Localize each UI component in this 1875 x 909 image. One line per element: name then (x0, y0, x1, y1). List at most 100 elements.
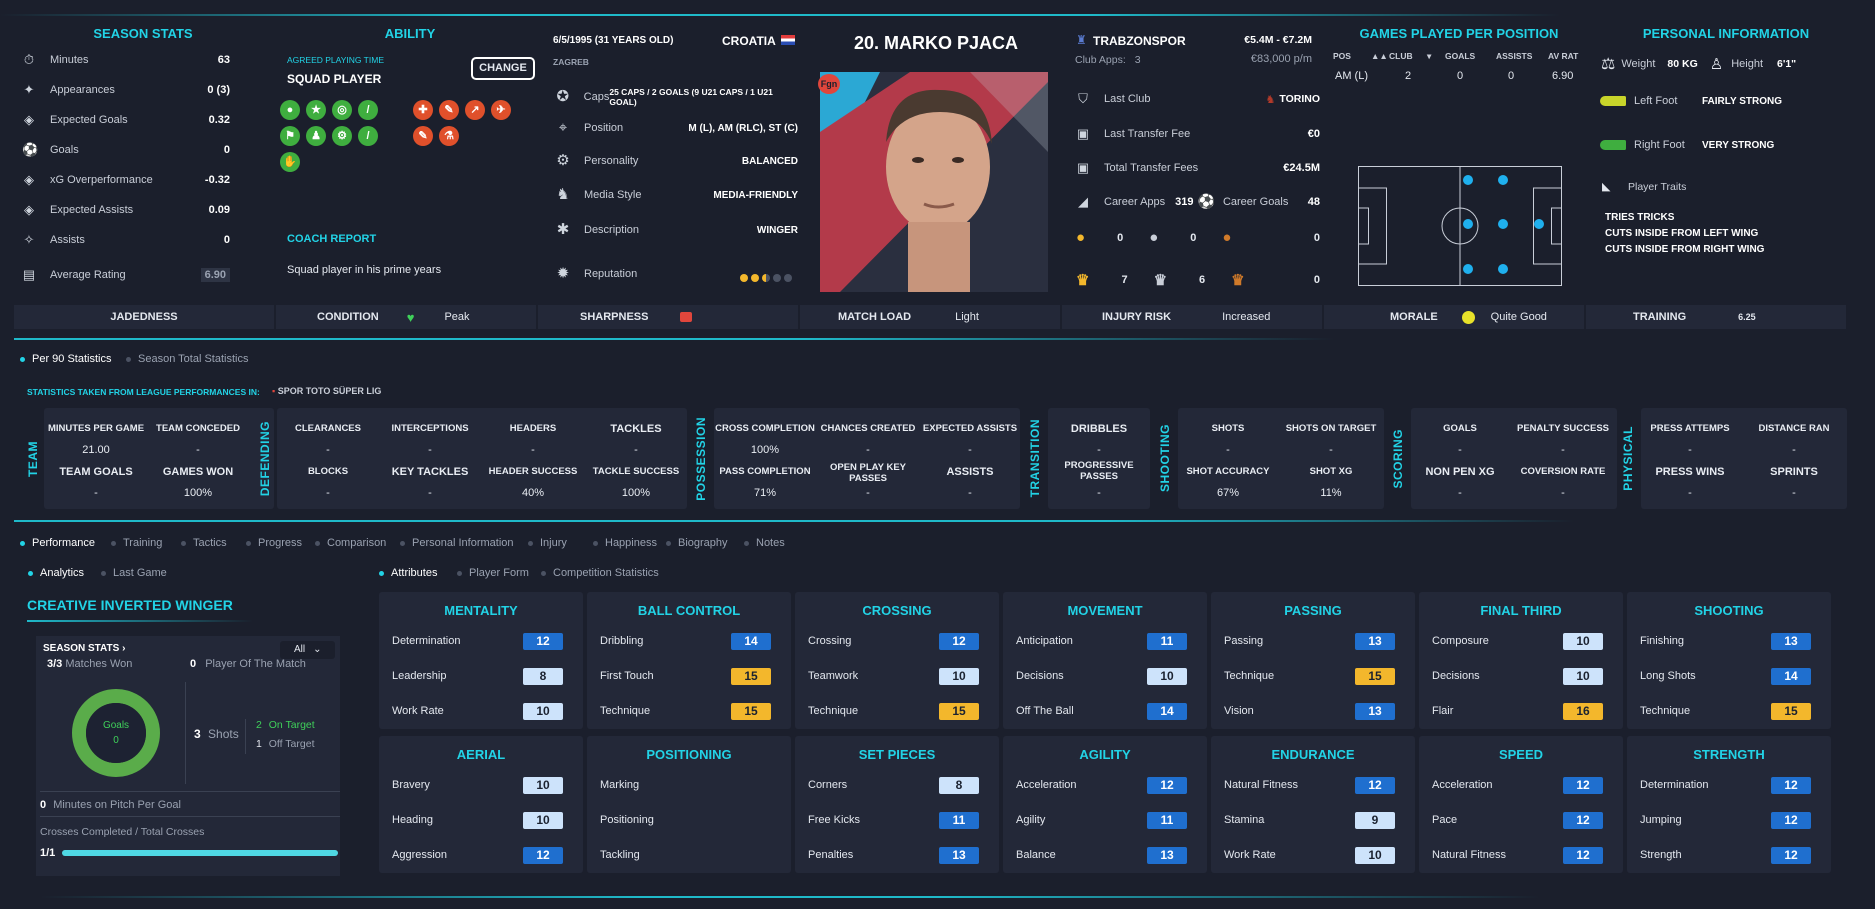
attr-value[interactable]: 13 (1147, 847, 1187, 864)
subtab-last-game[interactable]: Last Game (101, 567, 167, 579)
attr-value[interactable]: 10 (939, 668, 979, 685)
sort-icon[interactable]: ▲▲ (1371, 51, 1388, 61)
tab-tactics[interactable]: Tactics (181, 537, 227, 549)
attr-value[interactable]: 10 (1563, 633, 1603, 650)
trait-icon[interactable]: ● (280, 100, 300, 120)
tab-training[interactable]: Training (111, 537, 162, 549)
trait-icon[interactable]: / (358, 100, 378, 120)
trait-icon[interactable]: ⚙ (332, 126, 352, 146)
attr-value[interactable]: 10 (1563, 668, 1603, 685)
attr-value[interactable]: 12 (1355, 777, 1395, 794)
attr-value[interactable]: 14 (1771, 668, 1811, 685)
header-goals[interactable]: GOALS (1445, 51, 1476, 61)
date-of-birth: 6/5/1995 (31 YEARS OLD) (553, 35, 674, 46)
injury-risk-cell[interactable]: INJURY RISK Increased (1062, 305, 1322, 329)
change-button[interactable]: CHANGE (471, 57, 535, 80)
morale-cell[interactable]: MORALE Quite Good (1324, 305, 1584, 329)
tab-comparison[interactable]: Comparison (315, 537, 386, 549)
attr-value[interactable]: 12 (1563, 777, 1603, 794)
attr-value[interactable]: 10 (523, 703, 563, 720)
attr-value[interactable]: 10 (1355, 847, 1395, 864)
attr-value[interactable]: 15 (731, 703, 771, 720)
banknote-icon: ▣ (1076, 126, 1090, 141)
attr-value[interactable]: 12 (1563, 812, 1603, 829)
ball-icon: ⚽ (1197, 193, 1215, 209)
tab-season-total[interactable]: Season Total Statistics (126, 353, 248, 365)
attr-value[interactable]: 13 (1355, 633, 1395, 650)
trait-icon[interactable]: ✎ (413, 126, 433, 146)
attr-value[interactable]: 15 (1771, 703, 1811, 720)
match-load-cell[interactable]: MATCH LOAD Light (800, 305, 1060, 329)
physical-panel (1641, 408, 1847, 509)
tab-notes[interactable]: Notes (744, 537, 785, 549)
stat-label-sxg: SHOT XG (1309, 466, 1353, 477)
attr-value[interactable]: 12 (1771, 847, 1811, 864)
attr-value[interactable]: 16 (1563, 703, 1603, 720)
dropdown-icon[interactable]: ▾ (1427, 51, 1432, 61)
trait-icon[interactable]: ↗ (465, 100, 485, 120)
last-club[interactable]: TORINO (1279, 93, 1320, 105)
attr-value[interactable]: 13 (939, 847, 979, 864)
tab-biography[interactable]: Biography (666, 537, 728, 549)
attr-value[interactable]: 8 (523, 668, 563, 685)
season-stats-link[interactable]: SEASON STATS › (43, 643, 126, 654)
season-filter-select[interactable]: All ⌄ (280, 641, 335, 659)
attr-value[interactable]: 14 (731, 633, 771, 650)
subtab-player-form[interactable]: Player Form (457, 567, 529, 579)
attr-value[interactable]: 13 (1355, 703, 1395, 720)
jadedness-cell[interactable]: JADEDNESS (14, 305, 274, 329)
attr-name: Penalties (808, 849, 854, 861)
tab-performance[interactable]: Performance (20, 537, 95, 549)
attr-name: Positioning (600, 814, 654, 826)
league-name[interactable]: SPOR TOTO SÜPER LIG (277, 386, 382, 396)
attr-value[interactable]: 12 (1147, 777, 1187, 794)
tab-personal-information[interactable]: Personal Information (400, 537, 514, 549)
attr-value[interactable]: 11 (939, 812, 979, 829)
attr-value[interactable]: 12 (939, 633, 979, 650)
subtab-competition[interactable]: Competition Statistics (541, 567, 659, 579)
attr-value[interactable]: 13 (1771, 633, 1811, 650)
attr-value[interactable]: 8 (939, 777, 979, 794)
attr-value[interactable]: 14 (1147, 703, 1187, 720)
header-assists[interactable]: ASSISTS (1496, 51, 1533, 61)
tab-injury[interactable]: Injury (528, 537, 567, 549)
attr-value[interactable]: 15 (1355, 668, 1395, 685)
tab-per90[interactable]: Per 90 Statistics (20, 353, 111, 365)
header-avrat[interactable]: AV RAT (1548, 51, 1579, 61)
attr-value[interactable]: 9 (1355, 812, 1395, 829)
attr-value[interactable]: 11 (1147, 812, 1187, 829)
subtab-attributes[interactable]: Attributes (379, 567, 437, 579)
tab-happiness[interactable]: Happiness (593, 537, 657, 549)
condition-cell[interactable]: CONDITION ♥ Peak (276, 305, 536, 329)
attr-value[interactable]: 10 (1147, 668, 1187, 685)
attr-value[interactable]: 11 (1147, 633, 1187, 650)
attr-value[interactable]: 15 (939, 703, 979, 720)
trait-icon[interactable]: ✋ (280, 152, 300, 172)
trait-icon[interactable]: ✈ (491, 100, 511, 120)
header-pos[interactable]: POS (1333, 51, 1351, 61)
attr-value[interactable]: 12 (523, 847, 563, 864)
header-club[interactable]: CLUB (1389, 51, 1413, 61)
training-cell[interactable]: TRAINING 6.25 (1586, 305, 1846, 329)
subtab-analytics[interactable]: Analytics (28, 567, 84, 579)
attr-name: Dribbling (600, 635, 644, 647)
attr-value[interactable]: 12 (523, 633, 563, 650)
attr-value[interactable]: 12 (1563, 847, 1603, 864)
attr-value[interactable]: 15 (731, 668, 771, 685)
attr-value[interactable]: 12 (1771, 777, 1811, 794)
sharpness-cell[interactable]: SHARPNESS (538, 305, 798, 329)
attr-value[interactable]: 10 (523, 777, 563, 794)
trait-icon[interactable]: / (358, 126, 378, 146)
attr-value[interactable]: 10 (523, 812, 563, 829)
trait-icon[interactable]: ★ (306, 100, 326, 120)
trait-icon[interactable]: ♟ (306, 126, 326, 146)
attr-value[interactable]: 12 (1771, 812, 1811, 829)
trait-icon[interactable]: ⚑ (280, 126, 300, 146)
season-stat-value: 0 (223, 144, 230, 156)
trait-icon[interactable]: ✎ (439, 100, 459, 120)
stat-label-hs: HEADER SUCCESS (488, 466, 578, 477)
trait-icon[interactable]: ✚ (413, 100, 433, 120)
trait-icon[interactable]: ⚗ (439, 126, 459, 146)
trait-icon[interactable]: ◎ (332, 100, 352, 120)
tab-progress[interactable]: Progress (246, 537, 302, 549)
